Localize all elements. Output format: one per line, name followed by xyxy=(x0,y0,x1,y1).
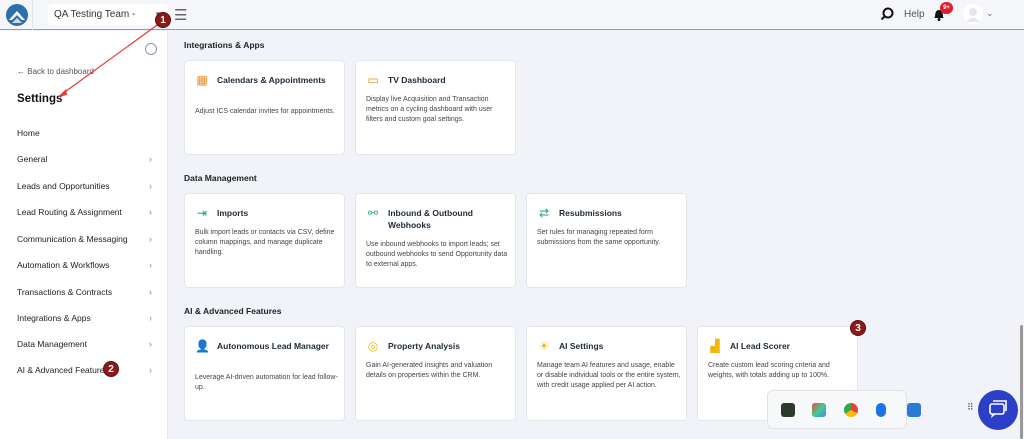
card-description: Gain AI-generated insights and valuation… xyxy=(366,362,493,379)
sidebar-item-label: Communication & Messaging xyxy=(17,234,128,244)
sidebar-item-label: Data Management xyxy=(17,339,87,349)
sidebar-item-data-management[interactable]: Data Management › xyxy=(17,339,152,349)
card-title: TV Dashboard xyxy=(388,75,446,85)
card-title: Imports xyxy=(217,208,249,218)
card-description: Manage team AI features and usage, enabl… xyxy=(537,362,681,389)
analysis-icon: ◎ xyxy=(367,339,379,353)
sidebar-item-label: Automation & Workflows xyxy=(17,260,110,270)
settings-info-icon[interactable] xyxy=(145,43,157,55)
chevron-right-icon: › xyxy=(149,313,152,323)
user-ai-icon: 👤 xyxy=(195,339,210,353)
settings-card[interactable]: 👤 Autonomous Lead Manager Leverage AI-driv… xyxy=(184,326,345,421)
security-warning-tray-icon[interactable] xyxy=(907,403,921,417)
chrome-tray-icon[interactable] xyxy=(844,403,858,417)
sidebar-item-home[interactable]: Home xyxy=(17,128,152,138)
copilot-tray-icon[interactable] xyxy=(812,403,826,417)
chevron-right-icon: › xyxy=(149,339,152,349)
chevron-right-icon: › xyxy=(149,234,152,244)
chevron-right-icon: › xyxy=(149,260,152,270)
sidebar-item-label: General xyxy=(17,154,48,164)
settings-card[interactable]: ◎ Property Analysis Gain AI-generated insi… xyxy=(355,326,516,421)
settings-card[interactable]: ☀ AI Settings Manage team AI features and … xyxy=(526,326,687,421)
annotation-badge-1: 1 xyxy=(155,12,171,28)
scorer-icon: ▟ xyxy=(710,339,720,353)
top-bar: QA Testing Team - PRO...▼ ☰ Help 9+ ⌄ xyxy=(0,0,1024,41)
section-title: Integrations & Apps xyxy=(184,40,265,50)
sidebar-item-label: Transactions & Contracts xyxy=(17,287,113,297)
sidebar-item-automation[interactable]: Automation & Workflows › xyxy=(17,260,152,270)
annotation-badge-2: 2 xyxy=(103,361,119,377)
sidebar-item-label: AI & Advanced Features xyxy=(17,365,109,375)
section-title: AI & Advanced Features xyxy=(184,306,282,316)
search-icon[interactable] xyxy=(880,7,894,26)
bluetooth-tray-icon[interactable] xyxy=(876,403,886,417)
card-description: Bulk import leads or contacts via CSV, d… xyxy=(195,229,335,256)
webhook-icon: ⚯ xyxy=(367,206,379,220)
settings-sidebar: ← Back to dashboard Settings Home Genera… xyxy=(0,31,168,439)
ai-settings-icon: ☀ xyxy=(538,339,550,353)
chat-button[interactable] xyxy=(978,390,1018,430)
hamburger-menu-icon[interactable]: ☰ xyxy=(174,7,188,24)
sidebar-item-label: Home xyxy=(17,128,40,138)
sidebar-item-label: Integrations & Apps xyxy=(17,313,91,323)
chevron-right-icon: › xyxy=(149,154,152,164)
chevron-right-icon: › xyxy=(149,181,152,191)
card-description: Create custom lead scoring criteria and … xyxy=(708,362,830,379)
chevron-down-icon[interactable]: ⌄ xyxy=(986,8,994,18)
card-title: Property Analysis xyxy=(388,341,460,351)
card-title: Autonomous Lead Manager xyxy=(217,341,329,351)
sidebar-title: Settings xyxy=(17,93,63,105)
divider xyxy=(32,0,33,30)
chat-icon xyxy=(989,400,1007,418)
help-link[interactable]: Help xyxy=(904,9,925,20)
sidebar-item-lead-routing[interactable]: Lead Routing & Assignment › xyxy=(17,207,152,217)
sidebar-item-transactions[interactable]: Transactions & Contracts › xyxy=(17,287,152,297)
section-title: Data Management xyxy=(184,173,257,183)
card-title: Inbound & Outbound Webhooks xyxy=(388,208,473,230)
sidebar-item-communication[interactable]: Communication & Messaging › xyxy=(17,234,152,244)
settings-card[interactable]: ▭ TV Dashboard Display live Acquisition an… xyxy=(355,60,516,155)
arrow-left-icon: ← xyxy=(17,67,28,76)
sidebar-item-general[interactable]: General › xyxy=(17,154,152,164)
calendar-icon: ▦ xyxy=(196,73,208,87)
annotation-badge-3: 3 xyxy=(850,320,866,336)
card-description: Adjust ICS calendar invites for appointm… xyxy=(195,108,335,115)
app-tray-icon[interactable] xyxy=(781,403,795,417)
app-logo[interactable] xyxy=(6,4,28,26)
sidebar-item-label: Leads and Opportunities xyxy=(17,181,110,191)
settings-card[interactable]: ⇄ Resubmissions Set rules for managing rep… xyxy=(526,193,687,288)
card-title: Calendars & Appointments xyxy=(217,75,326,85)
card-title: AI Lead Scorer xyxy=(730,341,790,351)
refresh-icon: ⇄ xyxy=(538,206,550,220)
chevron-right-icon: › xyxy=(149,365,152,375)
back-label: Back to dashboard xyxy=(27,67,94,76)
chevron-right-icon: › xyxy=(149,207,152,217)
scrollbar[interactable] xyxy=(1020,325,1023,439)
import-icon: ⇥ xyxy=(196,206,208,220)
avatar[interactable] xyxy=(963,4,983,24)
system-tray-popup xyxy=(767,390,921,429)
chevron-right-icon: › xyxy=(149,287,152,297)
drag-handle-icon[interactable]: ⠿ xyxy=(967,402,974,412)
notification-badge: 9+ xyxy=(940,2,953,14)
card-description: Use inbound webhooks to import leads; se… xyxy=(366,241,508,268)
card-description: Leverage AI-driven automation for lead f… xyxy=(195,374,338,391)
back-to-dashboard-link[interactable]: ← Back to dashboard xyxy=(17,67,94,76)
settings-card[interactable]: ⚯ Inbound & Outbound Webhooks Use inbound … xyxy=(355,193,516,288)
sidebar-item-integrations[interactable]: Integrations & Apps › xyxy=(17,313,152,323)
sidebar-item-leads[interactable]: Leads and Opportunities › xyxy=(17,181,152,191)
card-title: AI Settings xyxy=(559,341,604,351)
tv-icon: ▭ xyxy=(367,73,379,87)
settings-card[interactable]: ⇥ Imports Bulk import leads or contacts vi… xyxy=(184,193,345,288)
card-description: Display live Acquisition and Transaction… xyxy=(366,96,493,123)
settings-card[interactable]: ▦ Calendars & Appointments Adjust ICS cale… xyxy=(184,60,345,155)
sidebar-item-ai-advanced[interactable]: AI & Advanced Features › xyxy=(17,365,152,375)
card-title: Resubmissions xyxy=(559,208,622,218)
sidebar-item-label: Lead Routing & Assignment xyxy=(17,207,122,217)
card-description: Set rules for managing repeated form sub… xyxy=(537,229,661,246)
